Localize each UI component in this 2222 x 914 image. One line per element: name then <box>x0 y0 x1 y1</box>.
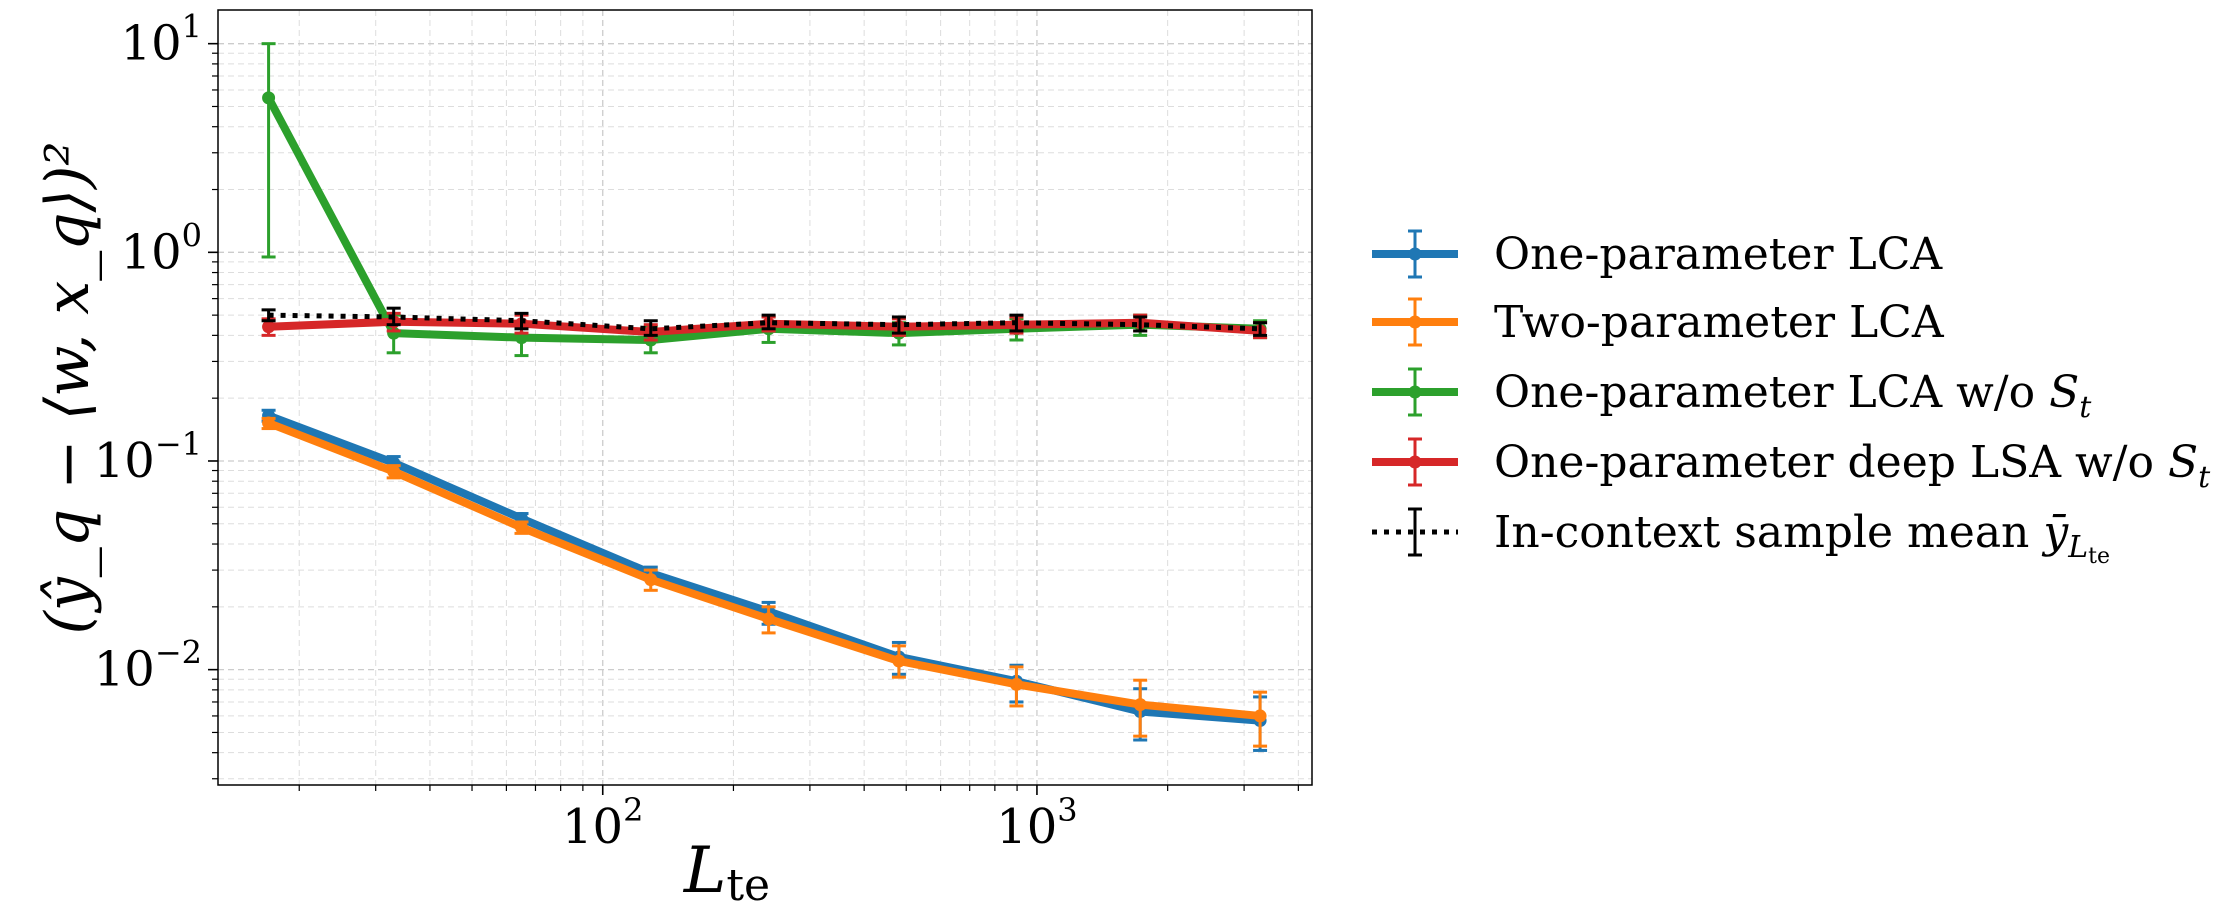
series-line <box>264 419 1265 720</box>
y-tick-label: 10−2 <box>94 634 202 698</box>
axis-ticks <box>208 42 1299 795</box>
y-axis-title: (ŷ_q − ⟨w, x_q⟩)² <box>33 141 103 634</box>
legend-entry-4: One-parameter deep LSA w/o St <box>1372 437 2211 495</box>
legend-swatch-marker <box>1408 455 1422 469</box>
data-point <box>262 416 276 430</box>
legend-swatch-marker <box>1408 315 1422 329</box>
grid-lines <box>218 10 1312 785</box>
y-tick-label: 100 <box>121 216 202 280</box>
legend-entry-1: One-parameter LCA <box>1372 229 1943 280</box>
data-point <box>762 612 776 626</box>
legend: One-parameter LCA Two-parameter LCA One-pa… <box>1372 229 2211 569</box>
data-point <box>262 91 276 105</box>
legend-swatch-marker <box>1408 385 1422 399</box>
series-layer <box>261 42 1268 752</box>
data-point <box>387 465 401 479</box>
legend-entry-3: One-parameter LCA w/o St <box>1372 367 2092 425</box>
legend-label: One-parameter LCA <box>1494 229 1943 280</box>
x-axis-title: Lte <box>683 834 770 911</box>
data-point <box>514 520 528 534</box>
x-tick-label: 102 <box>562 791 643 855</box>
legend-label: One-parameter LCA w/o St <box>1494 367 2092 425</box>
data-point <box>1009 677 1023 691</box>
legend-entry-2: Two-parameter LCA <box>1372 297 1945 348</box>
legend-entry-5: In-context sample mean ȳLte <box>1372 507 2110 569</box>
data-point <box>892 654 906 668</box>
y-tick-label: 10−1 <box>94 425 202 489</box>
series-line <box>264 93 1265 345</box>
y-tick-label: 101 <box>121 8 202 72</box>
plot-frame <box>217 9 1313 786</box>
tick-labels: 102 103 10−2 10−1 100 101 <box>94 8 1078 855</box>
legend-label: Two-parameter LCA <box>1494 297 1945 348</box>
legend-swatch-marker <box>1408 247 1422 261</box>
series-line <box>268 312 1261 332</box>
data-point <box>644 573 658 587</box>
legend-label: In-context sample mean ȳLte <box>1494 507 2110 569</box>
legend-label: One-parameter deep LSA w/o St <box>1494 437 2211 495</box>
x-tick-label: 103 <box>996 791 1077 855</box>
series-5 <box>261 306 1268 337</box>
data-point <box>1133 698 1147 712</box>
series-2 <box>261 416 1268 748</box>
data-point <box>1253 709 1267 723</box>
data-point <box>262 320 276 334</box>
